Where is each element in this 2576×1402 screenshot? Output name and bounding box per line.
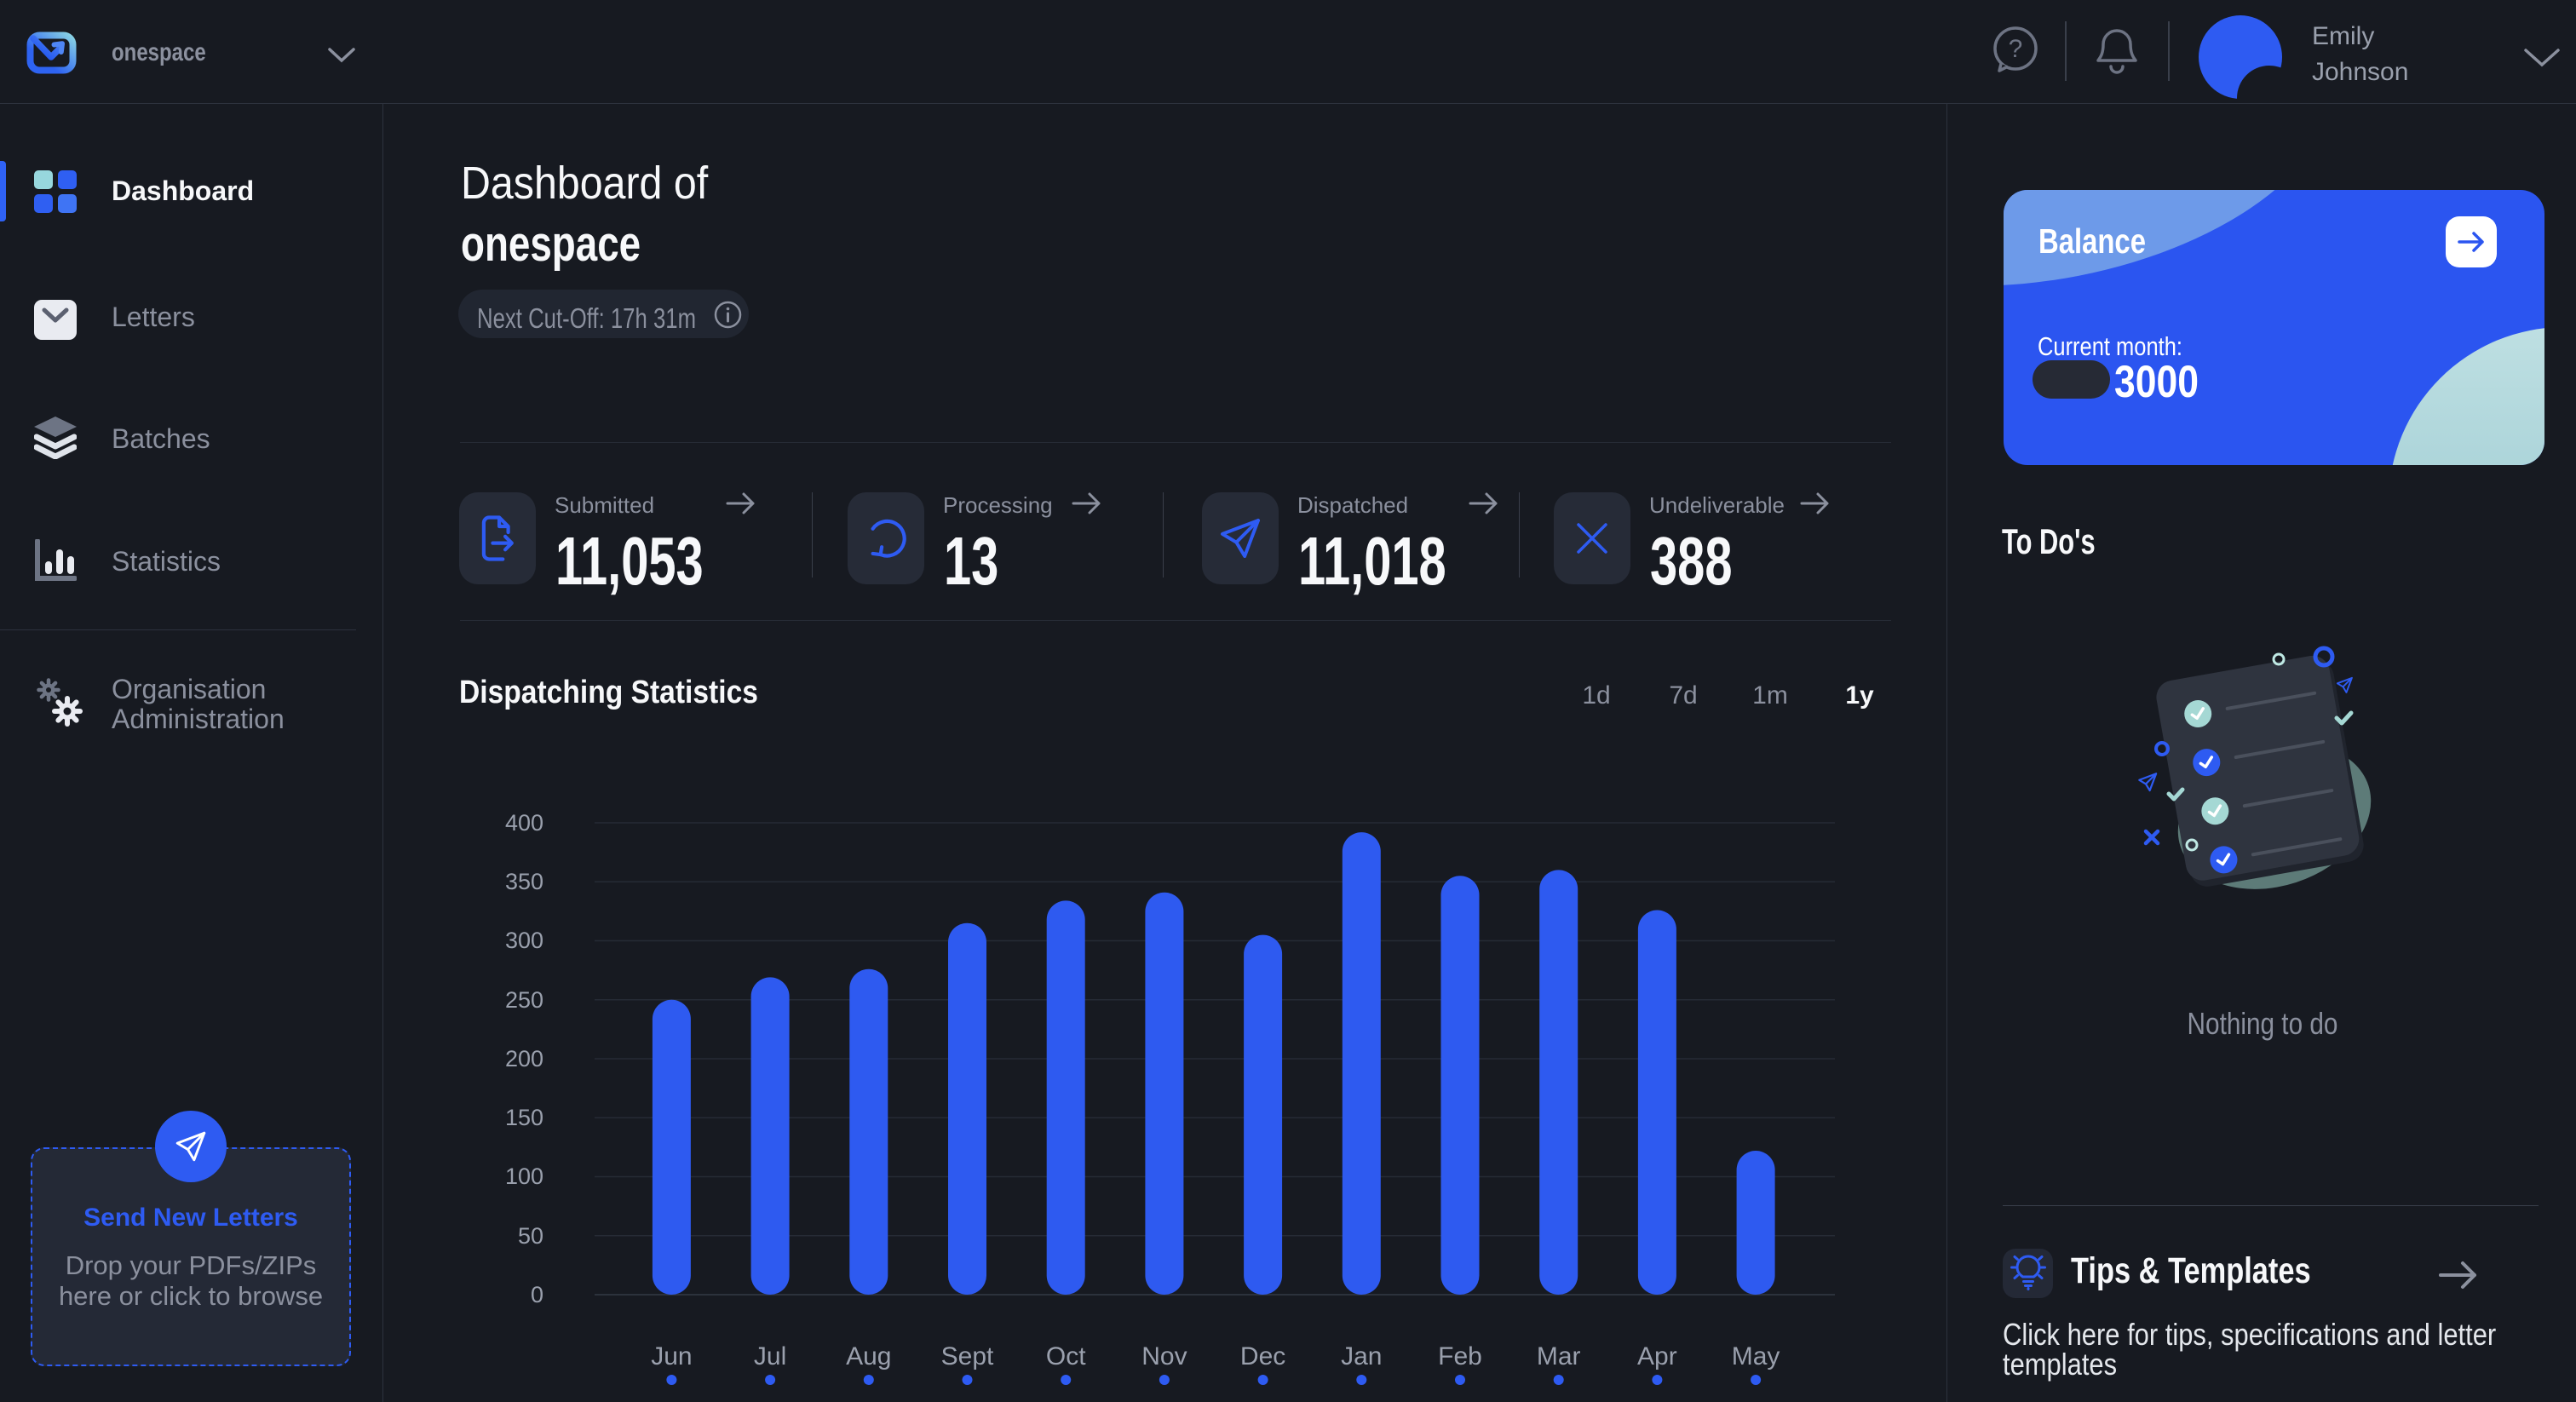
svg-text:?: ? (2009, 35, 2023, 63)
svg-text:Jul: Jul (754, 1342, 786, 1370)
svg-text:Jan: Jan (1341, 1342, 1382, 1370)
svg-text:Mar: Mar (1537, 1342, 1581, 1370)
svg-text:350: 350 (505, 869, 543, 894)
svg-text:Sept: Sept (941, 1342, 994, 1370)
svg-text:400: 400 (505, 810, 543, 836)
svg-text:Feb: Feb (1438, 1342, 1482, 1370)
svg-text:300: 300 (505, 928, 543, 953)
svg-text:0: 0 (531, 1282, 543, 1307)
svg-text:100: 100 (505, 1164, 543, 1189)
svg-text:50: 50 (518, 1223, 543, 1249)
svg-text:Oct: Oct (1046, 1342, 1086, 1370)
svg-text:Apr: Apr (1637, 1342, 1677, 1370)
svg-text:Nov: Nov (1141, 1342, 1187, 1370)
svg-text:Aug: Aug (846, 1342, 891, 1370)
svg-text:Dec: Dec (1240, 1342, 1285, 1370)
svg-text:150: 150 (505, 1105, 543, 1130)
svg-text:May: May (1732, 1342, 1780, 1370)
svg-text:200: 200 (505, 1046, 543, 1072)
svg-text:Jun: Jun (651, 1342, 692, 1370)
svg-text:250: 250 (505, 987, 543, 1013)
